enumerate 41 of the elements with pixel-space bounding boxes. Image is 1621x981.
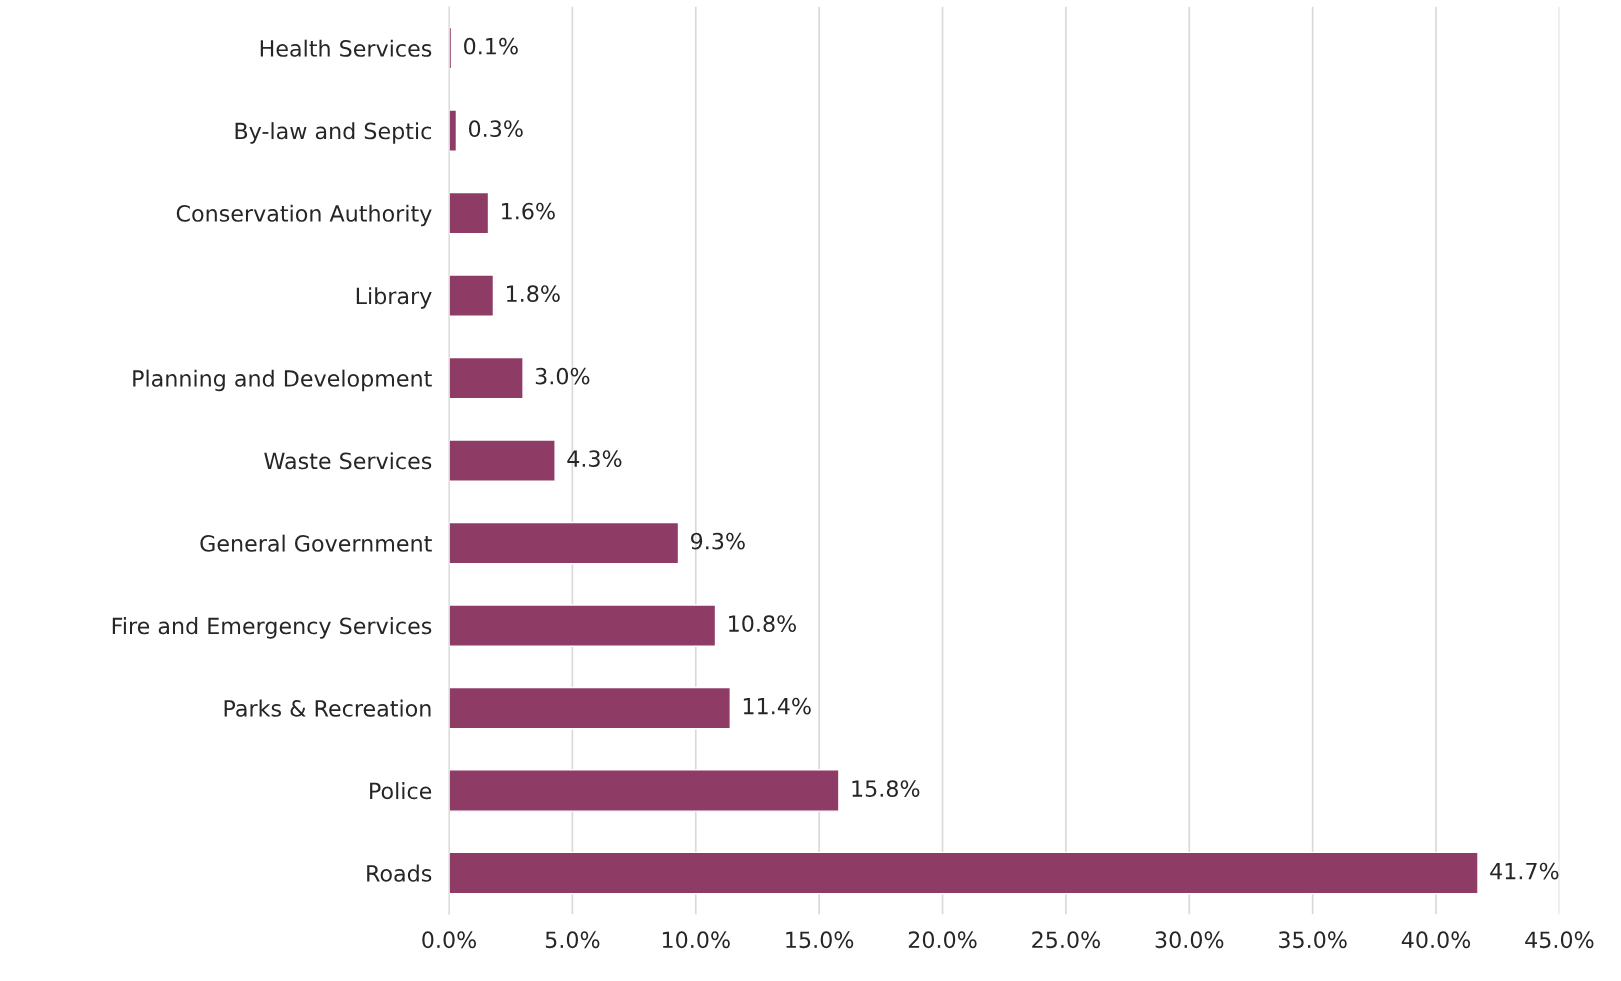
y-tick-label: Roads <box>367 864 432 882</box>
y-tick-label: Planning and Development <box>133 369 432 392</box>
data-label: 41.7% <box>1490 862 1559 880</box>
x-tick-label: 15.0% <box>786 931 854 949</box>
bar <box>449 356 524 400</box>
data-label: 0.3% <box>469 120 523 138</box>
data-label: 11.4% <box>743 697 811 715</box>
x-tick-label: 25.0% <box>1032 931 1100 949</box>
bar <box>449 439 556 482</box>
data-label: 4.3% <box>567 450 622 468</box>
bar <box>449 191 490 235</box>
bar <box>449 851 1479 895</box>
bar <box>449 274 495 317</box>
y-tick-label: General Government <box>200 534 432 552</box>
data-label: 1.8% <box>506 285 560 303</box>
x-tick-label: 20.0% <box>908 931 977 949</box>
x-tick-label: 45.0% <box>1525 931 1594 949</box>
y-tick-label: Conservation Authority <box>176 204 432 227</box>
y-tick-label: Police <box>370 782 432 800</box>
x-tick-label: 5.0% <box>545 931 600 949</box>
data-label: 10.8% <box>729 615 796 633</box>
data-label: 0.1% <box>464 37 518 55</box>
x-tick-label: 35.0% <box>1279 931 1347 949</box>
x-tick-label: 30.0% <box>1155 931 1224 949</box>
y-tick-label: Waste Services <box>264 452 432 470</box>
y-tick-label: Parks & Recreation <box>224 699 431 717</box>
bar <box>449 521 680 565</box>
x-tick-label: 0.0% <box>422 931 477 949</box>
x-tick-label: 40.0% <box>1401 931 1471 949</box>
bar <box>449 686 732 730</box>
y-tick-label: By-law and Septic <box>235 122 431 144</box>
y-tick-label: Fire and Emergency Services <box>112 617 432 639</box>
y-tick-label: Library <box>356 287 432 309</box>
data-label: 3.0% <box>535 367 590 385</box>
data-label: 15.8% <box>852 780 920 797</box>
data-label: 9.3% <box>691 532 745 550</box>
data-label: 1.6% <box>502 202 555 220</box>
bar <box>449 769 840 812</box>
y-tick-label: Health Services <box>260 39 432 57</box>
x-tick-label: 10.0% <box>662 931 730 949</box>
bar <box>449 604 717 647</box>
